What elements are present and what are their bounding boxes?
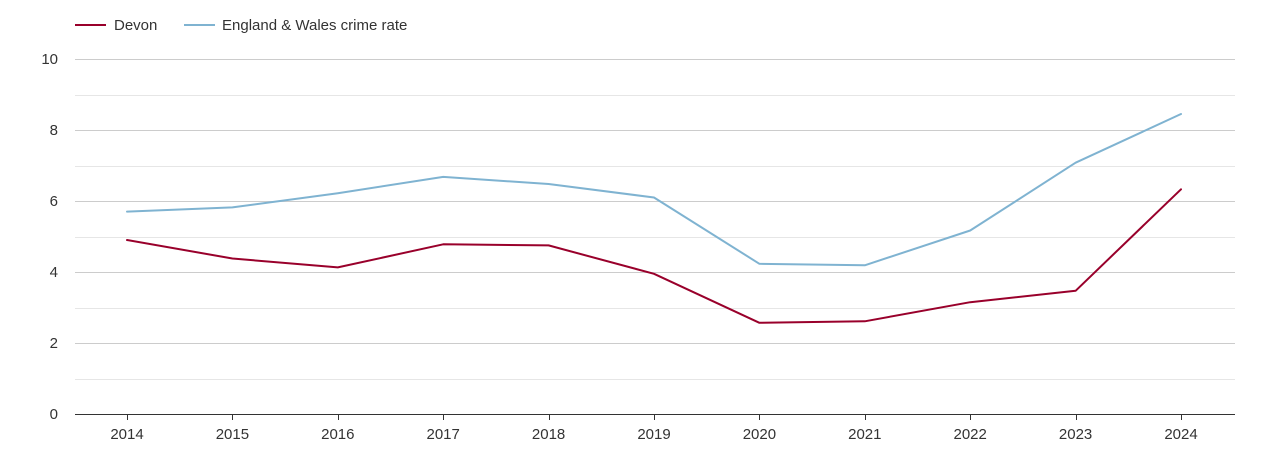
grid <box>75 59 1235 380</box>
y-tick-label: 6 <box>50 193 58 210</box>
y-axis-ticks: 0 2 4 6 8 10 <box>41 51 58 423</box>
x-tick-label: 2022 <box>954 426 987 443</box>
x-axis-ticks: 2014 2015 2016 2017 2018 2019 2020 2021 2022 2023… <box>110 414 1198 443</box>
x-tick-label: 2017 <box>427 426 460 443</box>
legend-item-devon[interactable]: Devon <box>75 17 157 34</box>
y-tick-label: 8 <box>50 122 58 139</box>
x-tick-label: 2014 <box>110 426 143 443</box>
y-tick-label: 10 <box>41 51 58 68</box>
series-lines <box>126 113 1182 324</box>
legend-item-england-wales[interactable]: England & Wales crime rate <box>184 17 407 34</box>
x-tick-label: 2016 <box>321 426 354 443</box>
x-tick-label: 2015 <box>216 426 249 443</box>
legend-label-england-wales: England & Wales crime rate <box>222 17 407 34</box>
x-tick-label: 2021 <box>848 426 881 443</box>
x-tick-label: 2020 <box>743 426 776 443</box>
y-tick-label: 0 <box>50 406 58 423</box>
y-tick-label: 4 <box>50 264 58 281</box>
x-tick-label: 2023 <box>1059 426 1092 443</box>
x-tick-label: 2018 <box>532 426 565 443</box>
legend-label-devon: Devon <box>114 17 157 34</box>
series-line-devon[interactable] <box>126 188 1182 324</box>
series-line-england-wales-crime-rate[interactable] <box>126 113 1182 267</box>
y-tick-label: 2 <box>50 335 58 352</box>
x-tick-label: 2024 <box>1164 426 1197 443</box>
legend: Devon England & Wales crime rate <box>75 17 407 34</box>
x-tick-label: 2019 <box>637 426 670 443</box>
